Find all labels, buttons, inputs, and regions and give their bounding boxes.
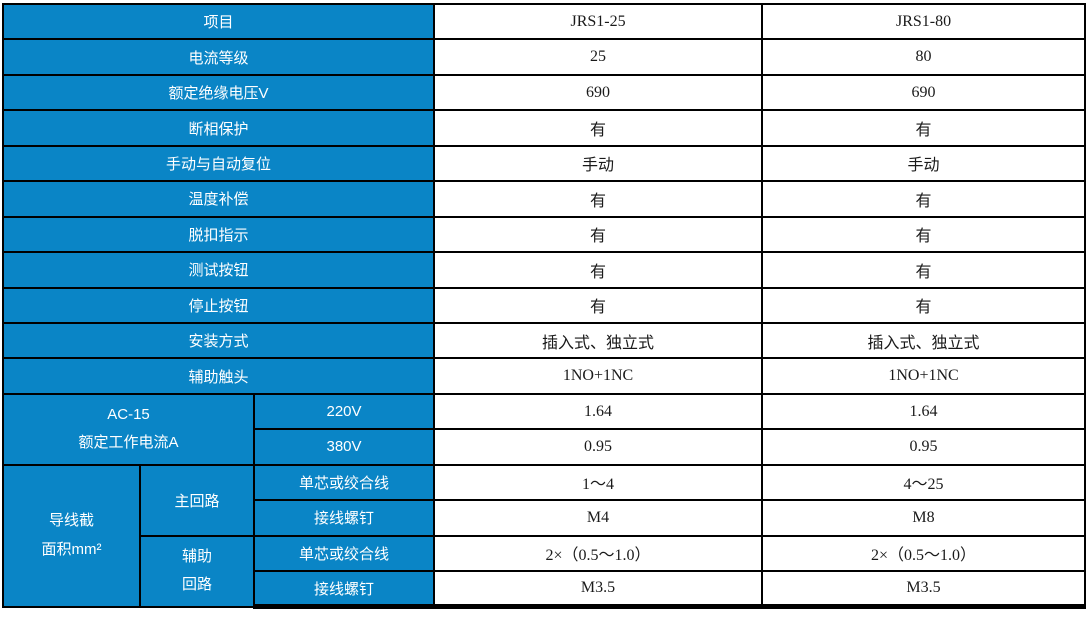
table-row-trip-indication: 脱扣指示 有 有 (1, 215, 1087, 254)
sub-label-main-terminal-screw: 接线螺钉 (252, 499, 436, 537)
table-row-main-circuit-wire: 导线截 面积mm² 主回路 单芯或绞合线 1～4 4～25 (2, 463, 1087, 608)
ac15-label-line2: 额定工作电流A (78, 434, 179, 452)
sub-label-main-stranded-wire: 单芯或绞合线 (252, 463, 436, 502)
aux-circuit-label-line1: 辅助 (181, 547, 212, 565)
sub-label-380v: 380V (252, 428, 436, 466)
row-label-auxiliary-contacts: 辅助触头 (1, 357, 436, 395)
table-row-aux-circuit-screw: 接线螺钉 M3.5 M3.5 (3, 570, 1087, 609)
cell-main-wire-jrs1-25: 1～4 (433, 463, 764, 502)
row-label-mounting-method: 安装方式 (1, 321, 436, 360)
cell-aux-screw-jrs1-80: M3.5 (761, 570, 1087, 609)
cell-reset-jrs1-25: 手动 (433, 144, 764, 183)
cell-aux-contacts-jrs1-80: 1NO+1NC (761, 357, 1087, 395)
table-row-auxiliary-contacts: 辅助触头 1NO+1NC 1NO+1NC (1, 357, 1087, 395)
cell-temp-comp-jrs1-25: 有 (433, 180, 764, 218)
cell-current-class-jrs1-80: 80 (761, 38, 1087, 76)
wire-label-line1: 导线截 (48, 512, 94, 530)
cell-ac15-380v-jrs1-25: 0.95 (433, 428, 764, 466)
cell-mounting-jrs1-80: 插入式、独立式 (761, 321, 1087, 360)
cell-stop-button-jrs1-80: 有 (761, 286, 1087, 324)
cell-reset-jrs1-80: 手动 (761, 144, 1087, 183)
sub-label-aux-terminal-screw: 接线螺钉 (252, 570, 436, 609)
cell-main-wire-jrs1-80: 4～25 (761, 463, 1087, 502)
table-row-test-button: 测试按钮 有 有 (1, 251, 1087, 289)
row-label-temperature-compensation: 温度补偿 (1, 180, 436, 218)
table-row-main-circuit-screw: 接线螺钉 M4 M8 (3, 499, 1087, 537)
cell-stop-button-jrs1-25: 有 (433, 286, 764, 324)
cell-temp-comp-jrs1-80: 有 (761, 180, 1087, 218)
row-label-test-button: 测试按钮 (1, 251, 436, 289)
row-label-stop-button: 停止按钮 (1, 286, 436, 324)
sub-label-220v: 220V (252, 392, 436, 431)
cell-test-button-jrs1-25: 有 (433, 251, 764, 289)
row-label-current-class: 电流等级 (1, 38, 436, 76)
row-label-trip-indication: 脱扣指示 (1, 215, 436, 254)
cell-aux-contacts-jrs1-25: 1NO+1NC (433, 357, 764, 395)
cell-phase-failure-jrs1-25: 有 (433, 109, 764, 147)
cell-aux-screw-jrs1-25: M3.5 (433, 570, 764, 609)
cell-trip-indication-jrs1-25: 有 (433, 215, 764, 254)
row-label-phase-failure-protection: 断相保护 (1, 109, 436, 147)
table-row-phase-failure-protection: 断相保护 有 有 (1, 109, 1087, 147)
cell-aux-wire-jrs1-80: 2×（0.5～1.0） (761, 534, 1087, 573)
cell-current-class-jrs1-25: 25 (433, 38, 764, 76)
cell-ac15-220v-jrs1-25: 1.64 (433, 392, 764, 431)
cell-insulation-voltage-jrs1-25: 690 (433, 73, 764, 112)
row-label-manual-auto-reset: 手动与自动复位 (1, 144, 436, 183)
aux-circuit-label-line2: 回路 (181, 576, 212, 594)
table-row-ac15-380v: 380V 0.95 0.95 (3, 428, 1087, 466)
group-label-main-circuit: 主回路 (139, 463, 255, 537)
wire-label-line2: 面积mm² (41, 540, 102, 558)
cell-ac15-220v-jrs1-80: 1.64 (761, 392, 1087, 431)
cell-main-screw-jrs1-25: M4 (433, 499, 764, 537)
cell-insulation-voltage-jrs1-80: 690 (761, 73, 1087, 112)
cell-test-button-jrs1-80: 有 (761, 251, 1087, 289)
table-row-ac15-220v: AC-15 额定工作电流A 220V 1.64 1.64 (2, 392, 1087, 466)
table-row-aux-circuit-wire: 辅助 回路 单芯或绞合线 2×（0.5～1.0） 2×（0.5～1.0） (3, 534, 1087, 608)
cell-main-screw-jrs1-80: M8 (761, 499, 1087, 537)
row-label-insulation-voltage: 额定绝缘电压V (1, 73, 436, 112)
table-row-item: 项目 JRS1-25 JRS1-80 (1, 2, 1087, 41)
cell-ac15-380v-jrs1-80: 0.95 (761, 428, 1087, 466)
table-row-insulation-voltage: 额定绝缘电压V 690 690 (1, 73, 1087, 112)
row-label-wire-cross-section: 导线截 面积mm² (2, 463, 141, 608)
cell-mounting-jrs1-25: 插入式、独立式 (433, 321, 764, 360)
ac15-label-line1: AC-15 (107, 405, 150, 423)
table-row-mounting-method: 安装方式 插入式、独立式 插入式、独立式 (1, 321, 1087, 360)
table-row-manual-auto-reset: 手动与自动复位 手动 手动 (1, 144, 1087, 183)
row-label-ac15-rated-current: AC-15 额定工作电流A (2, 392, 255, 466)
col-header-jrs1-80: JRS1-80 (761, 2, 1087, 41)
cell-phase-failure-jrs1-80: 有 (761, 109, 1087, 147)
table-row-current-class: 电流等级 25 80 (1, 38, 1087, 76)
group-label-aux-circuit: 辅助 回路 (139, 534, 255, 608)
table-row-temperature-compensation: 温度补偿 有 有 (1, 180, 1087, 218)
sub-label-aux-stranded-wire: 单芯或绞合线 (252, 534, 436, 573)
cell-aux-wire-jrs1-25: 2×（0.5～1.0） (433, 534, 764, 573)
col-header-jrs1-25: JRS1-25 (433, 2, 764, 41)
cell-trip-indication-jrs1-80: 有 (761, 215, 1087, 254)
row-label-item: 项目 (1, 2, 436, 41)
table-row-stop-button: 停止按钮 有 有 (1, 286, 1087, 324)
